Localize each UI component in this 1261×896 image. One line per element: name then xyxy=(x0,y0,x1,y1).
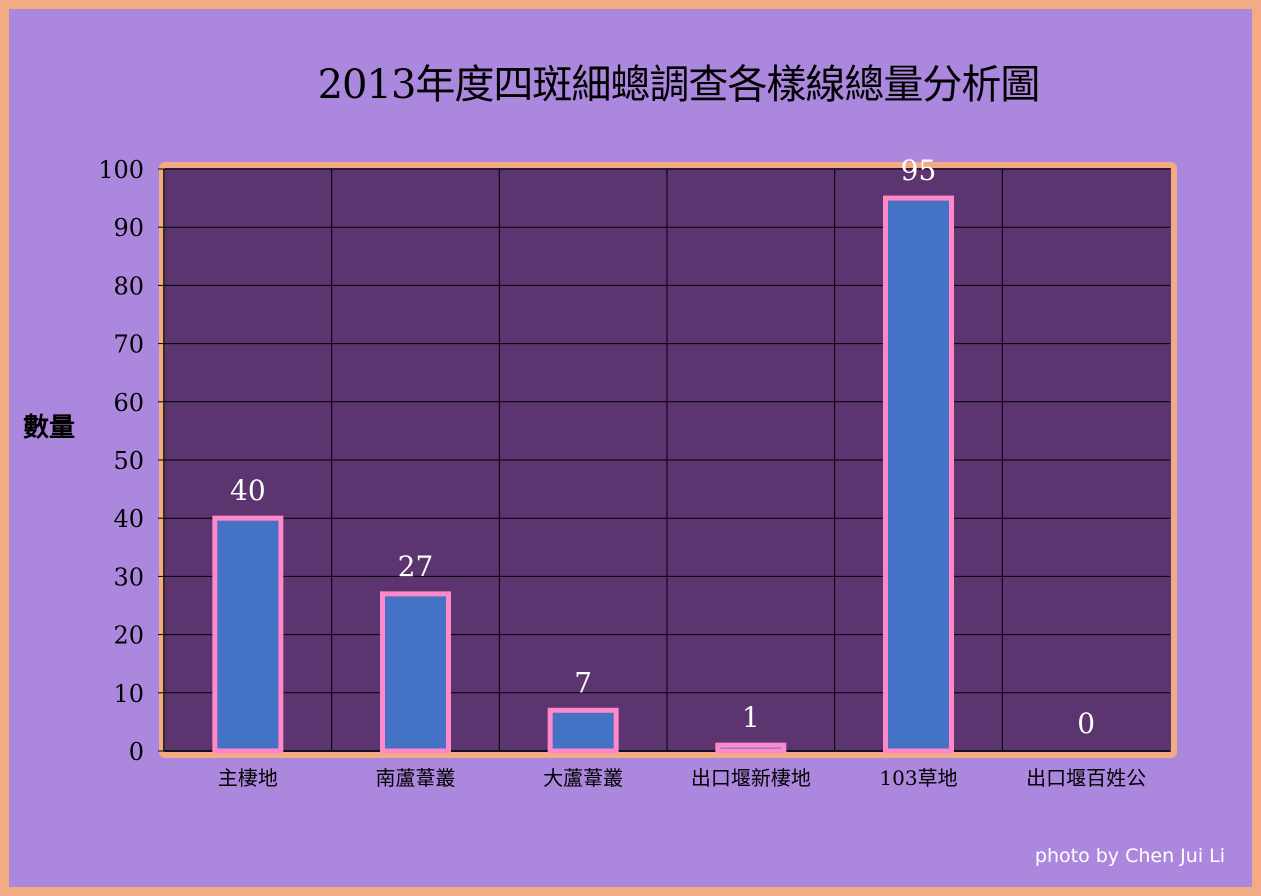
y-axis-label: 數量 xyxy=(23,413,76,443)
bar-chart: 0 10 20 30 40 50 60 70 80 90 100 40 主棲地 27 南蘆葦叢 7 大蘆葦叢 1 出… xyxy=(98,154,1177,790)
y-tick-label: 90 xyxy=(113,214,144,242)
data-label: 40 xyxy=(230,474,266,507)
page-background: 2013年度四斑細蟌調查各樣線總量分析圖 數量 0 10 20 30 40 50 60 70 8… xyxy=(9,9,1252,887)
bar xyxy=(380,591,451,754)
bar xyxy=(547,707,619,754)
x-tick-label: 大蘆葦叢 xyxy=(543,766,623,790)
x-tick-label: 出口堰百姓公 xyxy=(1026,766,1146,790)
y-tick-label: 60 xyxy=(113,389,144,417)
data-label: 0 xyxy=(1077,707,1095,740)
y-tick-label: 0 xyxy=(129,738,144,766)
bar xyxy=(883,195,954,754)
y-tick-label: 100 xyxy=(98,156,144,184)
data-label: 7 xyxy=(574,666,592,699)
y-tick-label: 40 xyxy=(113,505,144,533)
y-tick-label: 70 xyxy=(113,331,144,359)
chart-title: 2013年度四斑細蟌調查各樣線總量分析圖 xyxy=(317,62,1041,108)
x-tick-label: 103草地 xyxy=(879,766,957,790)
data-label: 27 xyxy=(398,550,434,583)
y-tick-label: 80 xyxy=(113,272,144,300)
y-tick-label: 30 xyxy=(113,563,144,591)
y-tick-label: 20 xyxy=(113,622,144,650)
x-tick-label: 主棲地 xyxy=(218,766,278,790)
bar xyxy=(715,742,787,754)
photo-credit: photo by Chen Jui Li xyxy=(1034,845,1225,867)
y-tick-label: 50 xyxy=(113,447,144,475)
x-tick-label: 南蘆葦叢 xyxy=(376,766,456,790)
bar xyxy=(212,515,284,754)
x-tick-label: 出口堰新棲地 xyxy=(691,766,811,790)
data-label: 1 xyxy=(742,701,760,734)
data-label: 95 xyxy=(901,154,937,187)
y-tick-label: 10 xyxy=(113,680,144,708)
